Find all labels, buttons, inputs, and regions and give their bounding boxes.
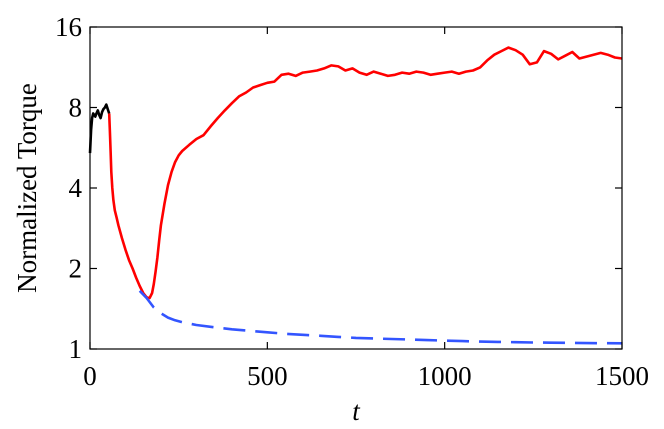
y-axis-label: Normalized Torque	[12, 83, 42, 293]
series-line-1	[107, 46, 623, 300]
y-tick-label: 16	[55, 12, 82, 42]
y-tick-label: 1	[69, 334, 83, 364]
x-tick-label: 500	[247, 361, 288, 391]
y-tick-label: 4	[69, 173, 83, 203]
x-tick-label: 0	[83, 361, 97, 391]
y-tick-label: 8	[69, 93, 83, 123]
series-line-0	[88, 103, 111, 154]
series-line-2	[138, 289, 623, 345]
ticks-layer: 0 500 1000 1500 1 2 4 8 16	[55, 12, 649, 391]
y-tick-label: 2	[69, 254, 83, 284]
x-axis-label: t	[352, 396, 361, 426]
x-tick-label: 1000	[418, 361, 472, 391]
plot-area-frame	[89, 26, 623, 350]
x-tick-label: 1500	[595, 361, 649, 391]
series-layer	[88, 46, 623, 345]
